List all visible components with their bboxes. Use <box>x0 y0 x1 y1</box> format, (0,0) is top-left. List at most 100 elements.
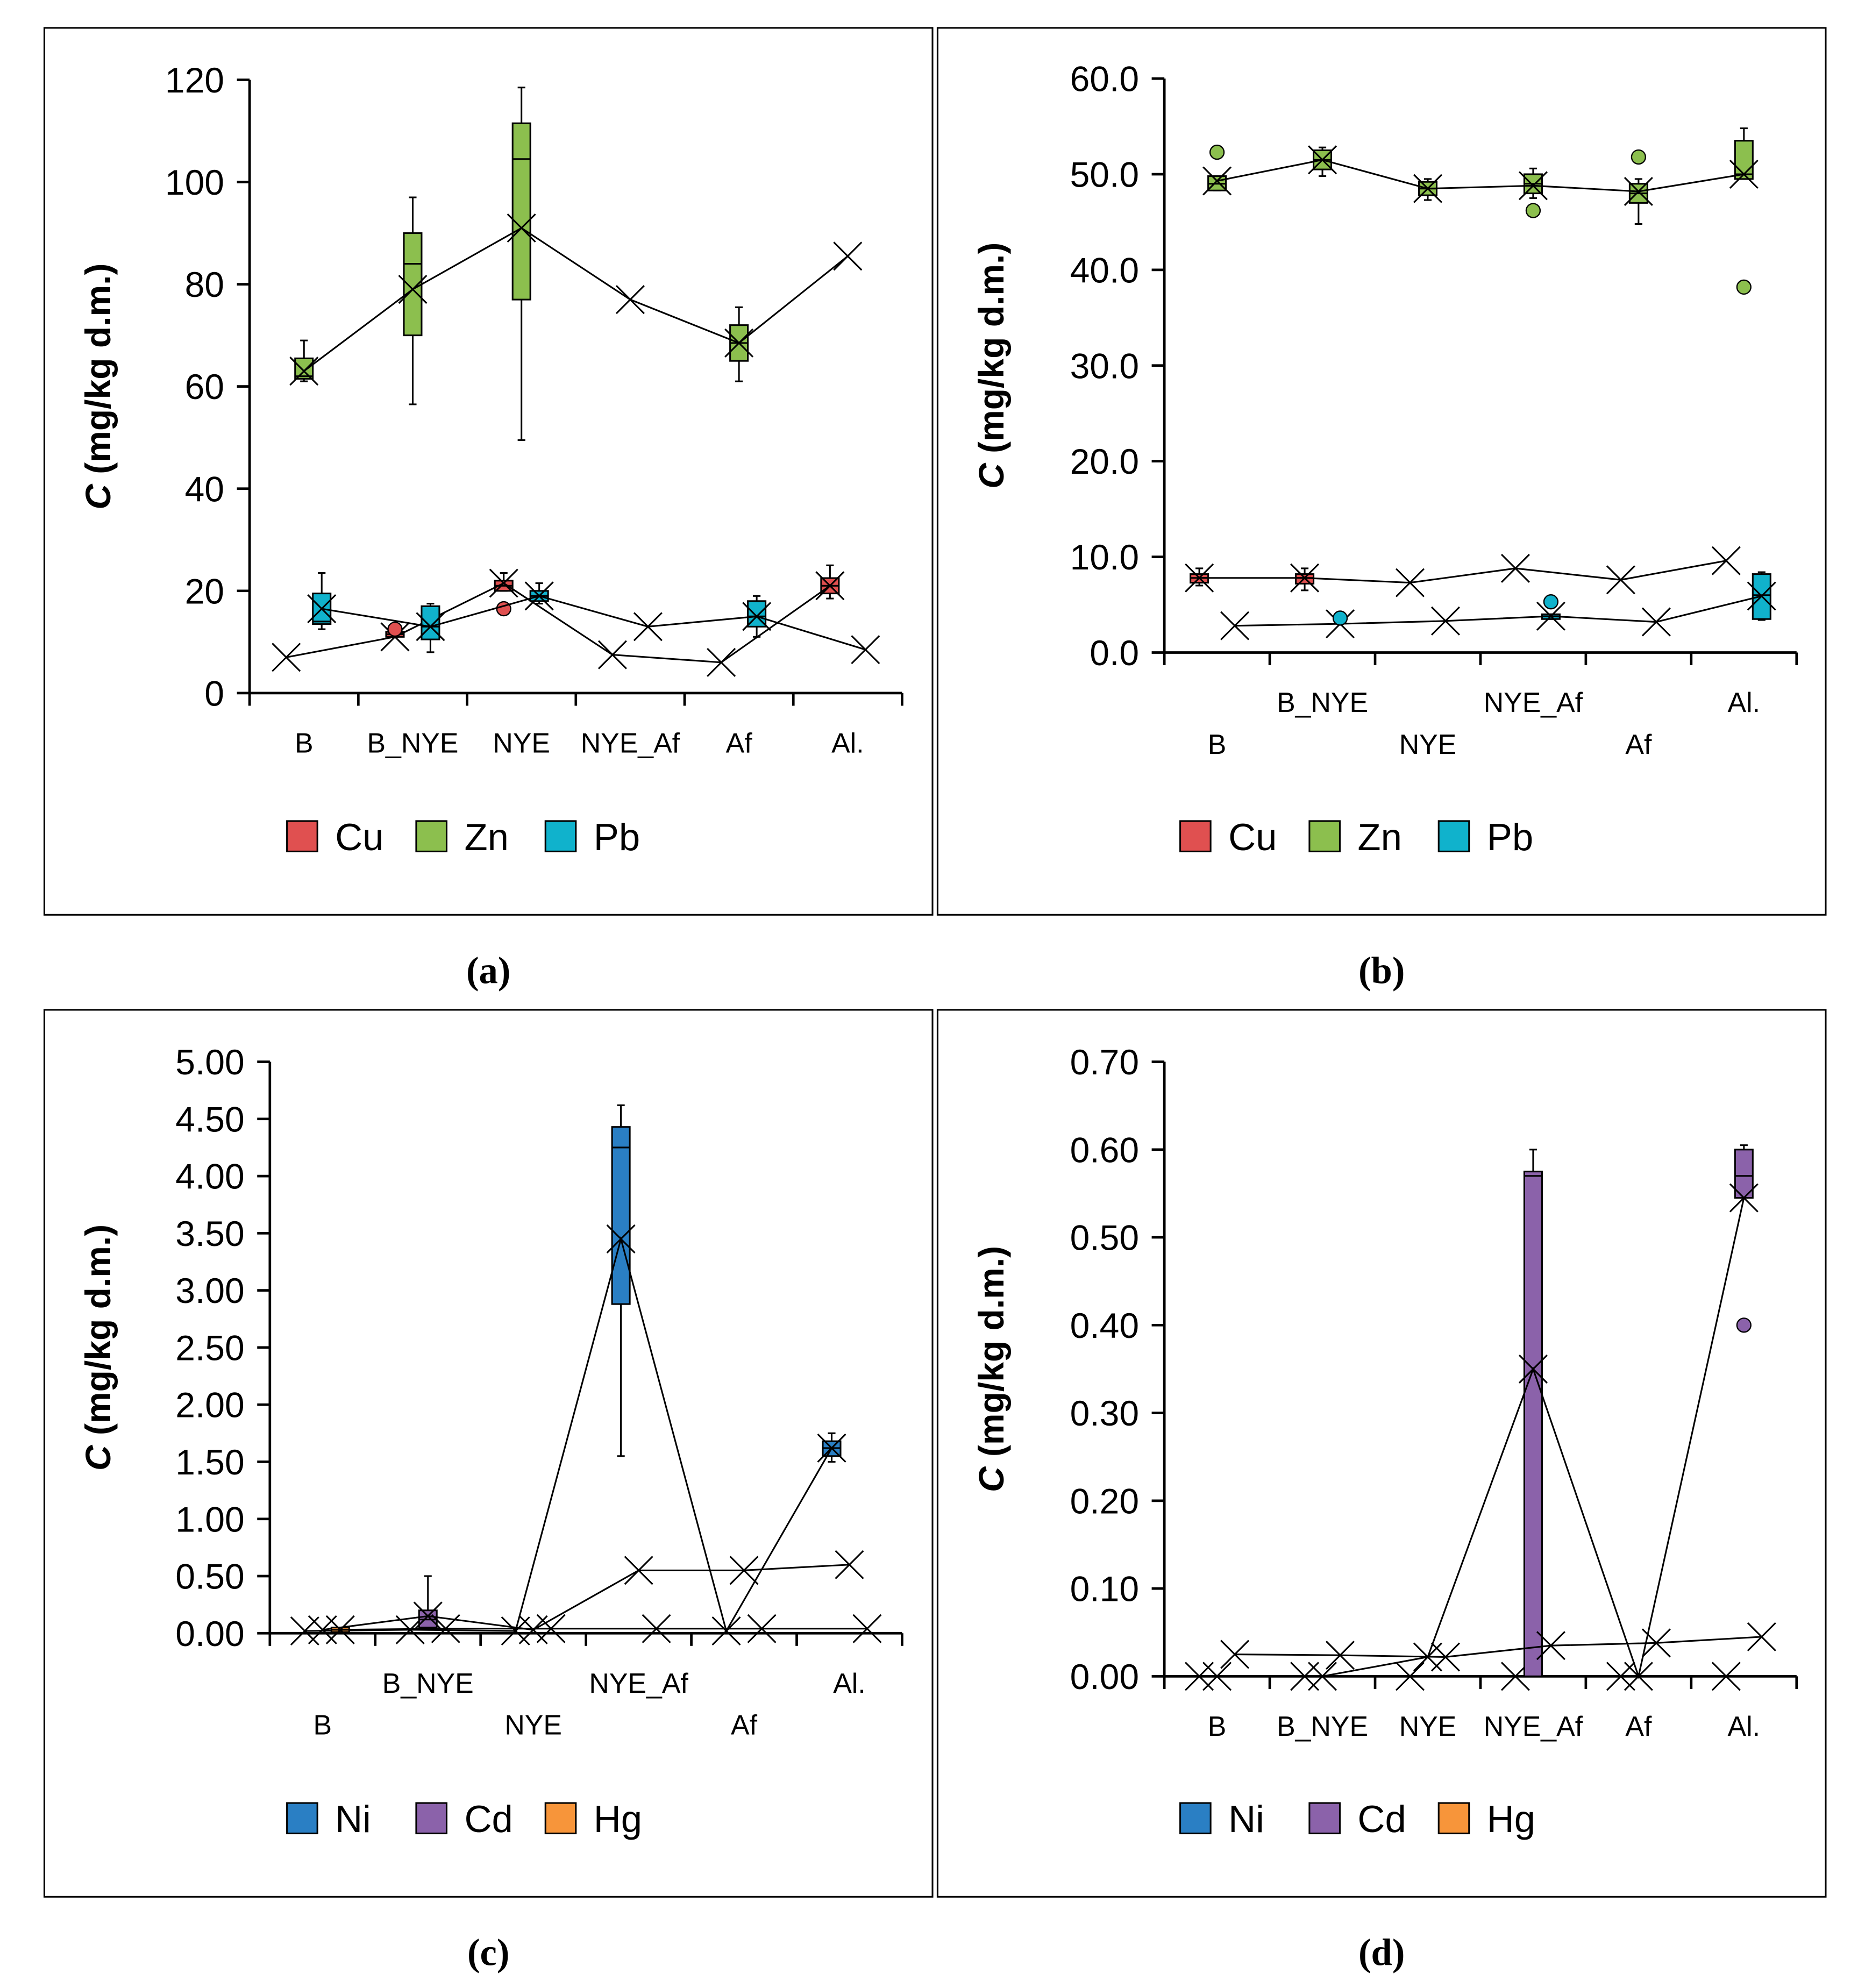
legend-swatch <box>544 1802 577 1835</box>
y-tick-label: 0.20 <box>1070 1481 1139 1521</box>
series-Zn <box>1202 127 1759 295</box>
mean-marker <box>1641 1628 1671 1658</box>
mean-marker <box>1396 1662 1425 1691</box>
outlier-point <box>1736 279 1752 295</box>
mean-marker <box>1747 581 1776 611</box>
mean-marker <box>1308 1662 1337 1691</box>
mean-line <box>322 1564 850 1631</box>
outlier-point <box>387 621 403 637</box>
mean-marker <box>815 571 845 601</box>
mean-marker <box>1430 606 1460 636</box>
mean-marker <box>615 285 645 315</box>
y-axis-label-variable: C <box>78 483 118 510</box>
mean-marker <box>747 1614 777 1643</box>
y-tick-label: 0.00 <box>175 1614 244 1654</box>
y-tick-label: 30.0 <box>1070 346 1139 386</box>
mean-marker <box>1202 1662 1232 1691</box>
mean-marker <box>1711 546 1741 575</box>
y-tick-label: 100 <box>165 162 224 202</box>
y-tick-label: 60.0 <box>1070 59 1139 99</box>
mean-marker <box>413 1601 443 1631</box>
mean-marker <box>1202 166 1232 196</box>
y-tick-label: 0.60 <box>1070 1130 1139 1170</box>
panel-caption: (c) <box>467 1932 509 1974</box>
legend-label: Hg <box>1487 1798 1535 1840</box>
box <box>421 605 440 640</box>
x-category-label: NYE_Af <box>581 728 680 759</box>
mean-marker <box>1606 565 1635 595</box>
x-category-label: NYE_Af <box>1484 687 1583 718</box>
mean-line <box>1235 1636 1762 1658</box>
box <box>1523 1171 1543 1677</box>
mean-marker <box>851 635 880 665</box>
legend-item-Cu: Cu <box>286 816 383 858</box>
mean-marker <box>729 1556 759 1585</box>
mean-marker <box>1518 1354 1548 1384</box>
legend-item-Zn: Zn <box>415 816 509 858</box>
x-category-label: NYE <box>504 1709 562 1741</box>
mean-marker <box>380 622 410 652</box>
mean-marker <box>1711 1662 1741 1691</box>
mean-marker <box>1518 171 1548 201</box>
y-tick-label: 0.0 <box>1090 633 1139 673</box>
y-axis-label-unit: (mg/kg d.m.) <box>971 243 1011 453</box>
mean-marker <box>1641 607 1671 637</box>
legend-item-Zn: Zn <box>1308 816 1402 858</box>
mean-marker <box>852 1614 882 1643</box>
y-axis-label-space <box>78 1435 118 1445</box>
mean-marker <box>1220 611 1250 640</box>
y-tick-label: 2.50 <box>175 1328 244 1367</box>
x-category-label: B <box>1208 729 1227 760</box>
y-tick-label: 50.0 <box>1070 155 1139 195</box>
legend-item-Cd: Cd <box>415 1798 513 1840</box>
legend-swatch <box>1308 1802 1341 1835</box>
legend-swatch <box>1437 820 1470 852</box>
panel-border <box>936 1009 1827 1898</box>
legend-label: Cu <box>1228 816 1277 858</box>
legend-label: Zn <box>1357 816 1401 858</box>
mean-marker <box>431 1614 460 1643</box>
outlier-point <box>1736 1317 1752 1333</box>
y-tick-label: 0.70 <box>1070 1042 1139 1082</box>
mean-line <box>340 1628 867 1631</box>
mean-marker <box>817 1433 846 1463</box>
mean-marker <box>416 612 445 642</box>
mean-line <box>321 595 866 651</box>
legend-swatch <box>415 1802 448 1835</box>
legend-label: Zn <box>464 816 508 858</box>
mean-line <box>1235 595 1762 627</box>
panel-caption: (a) <box>466 950 510 992</box>
y-tick-label: 20 <box>185 571 224 611</box>
y-tick-label: 20.0 <box>1070 441 1139 481</box>
x-category-label: B <box>1208 1711 1227 1742</box>
x-category-label: B_NYE <box>382 1668 474 1699</box>
mean-marker <box>642 1614 671 1643</box>
mean-marker <box>1747 1622 1776 1651</box>
panel-border <box>43 1009 934 1898</box>
y-tick-label: 0.30 <box>1070 1393 1139 1433</box>
series-Zn <box>289 87 863 441</box>
y-axis-label-space <box>971 1457 1011 1466</box>
x-category-label: Al. <box>1728 1711 1760 1742</box>
y-tick-label: 10.0 <box>1070 537 1139 577</box>
legend-item-Cd: Cd <box>1308 1798 1406 1840</box>
box <box>312 593 332 625</box>
y-tick-label: 4.00 <box>175 1157 244 1196</box>
y-tick-label: 40 <box>185 469 224 509</box>
mean-marker <box>1185 563 1214 593</box>
x-category-label: NYE <box>1399 729 1457 760</box>
x-category-label: NYE <box>493 728 550 759</box>
x-category-label: Al. <box>1728 687 1760 718</box>
y-tick-label: 0 <box>204 673 224 713</box>
mean-line <box>286 582 831 664</box>
mean-marker <box>1396 568 1425 597</box>
y-tick-label: 40.0 <box>1070 250 1139 290</box>
y-axis-label: C (mg/kg d.m.) <box>78 263 118 510</box>
mean-marker <box>597 640 627 669</box>
box <box>611 1126 631 1305</box>
box <box>511 122 531 301</box>
legend-swatch <box>1437 1802 1470 1835</box>
mean-marker <box>1536 1631 1565 1661</box>
y-tick-label: 1.00 <box>175 1499 244 1539</box>
